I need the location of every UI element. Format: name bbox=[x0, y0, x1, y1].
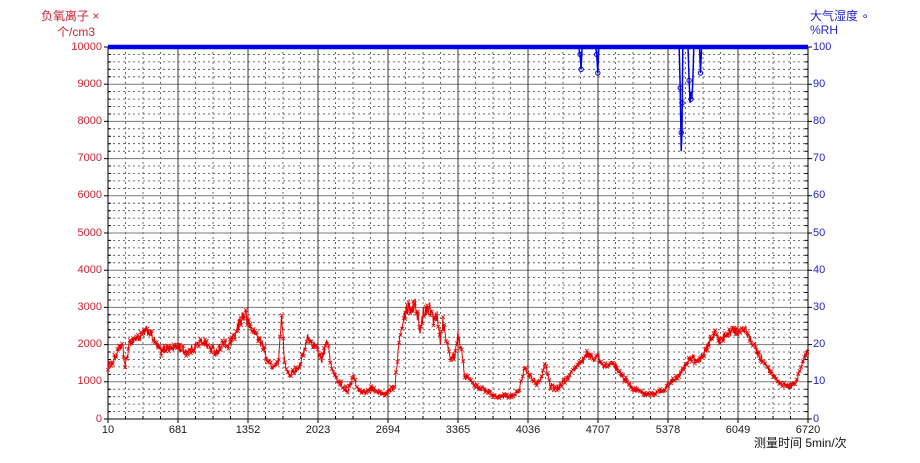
x-tick-label: 1352 bbox=[235, 424, 261, 436]
x-tick-label: 2023 bbox=[305, 424, 331, 436]
x-marker-icon: × bbox=[92, 9, 100, 23]
axis-ticks bbox=[104, 46, 812, 423]
humidity-marker bbox=[577, 51, 583, 58]
left-series-unit: 个/cm3 bbox=[57, 25, 96, 39]
humidity-marker bbox=[595, 70, 601, 76]
x-tick-label: 6049 bbox=[725, 424, 751, 436]
y-tick-label-right: 20 bbox=[813, 338, 826, 351]
y-tick-label-right: 100 bbox=[813, 40, 832, 53]
humidity-marker bbox=[686, 77, 692, 84]
y-tick-label-right: 80 bbox=[813, 114, 826, 127]
x-tick-label: 4707 bbox=[585, 424, 611, 436]
right-series-legend: 大气湿度 ∘ bbox=[810, 7, 869, 24]
humidity-marker bbox=[677, 85, 683, 91]
x-tick-label: 4036 bbox=[515, 424, 541, 436]
x-axis-caption: 测量时间 5min/次 bbox=[754, 436, 847, 450]
y-tick-label-left: 4000 bbox=[77, 263, 102, 276]
y-tick-label-left: 1000 bbox=[77, 375, 102, 388]
y-tick-label-left: 2000 bbox=[77, 338, 102, 351]
y-tick-label-left: 9000 bbox=[77, 77, 102, 90]
right-series-unit: %RH bbox=[810, 23, 839, 37]
y-tick-label-right: 70 bbox=[813, 152, 826, 165]
y-tick-label-left: 3000 bbox=[77, 300, 102, 313]
left-series-legend: 负氧离子 × bbox=[41, 7, 99, 24]
x-tick-label: 2694 bbox=[375, 424, 401, 436]
y-tick-label-right: 60 bbox=[813, 189, 826, 202]
y-tick-label-right: 50 bbox=[813, 226, 826, 239]
y-tick-label-left: 0 bbox=[95, 412, 102, 425]
humidity-marker bbox=[697, 70, 704, 76]
humidity-marker bbox=[679, 100, 685, 106]
ion-series-line bbox=[107, 298, 809, 400]
x-tick-label: 10 bbox=[101, 424, 115, 436]
y-tick-label-left: 10000 bbox=[71, 40, 102, 53]
humidity-marker bbox=[688, 96, 694, 102]
y-tick-label-left: 6000 bbox=[77, 189, 102, 202]
humidity-marker bbox=[594, 51, 600, 58]
humidity-series-line bbox=[108, 46, 808, 152]
left-series-title: 负氧离子 bbox=[41, 9, 90, 23]
y-tick-label-right: 90 bbox=[813, 77, 826, 90]
y-tick-label-left: 8000 bbox=[77, 114, 102, 127]
x-tick-label: 681 bbox=[168, 424, 188, 436]
humidity-marker bbox=[678, 129, 684, 136]
y-tick-label-right: 10 bbox=[813, 375, 826, 388]
right-series-title: 大气湿度 bbox=[810, 9, 859, 23]
major-gridlines-vertical bbox=[177, 47, 739, 419]
x-tick-label: 6720 bbox=[795, 424, 821, 436]
y-tick-label-left: 5000 bbox=[77, 226, 102, 239]
y-tick-label-right: 0 bbox=[813, 412, 820, 425]
x-tick-label: 3365 bbox=[445, 424, 471, 436]
circle-marker-icon: ∘ bbox=[861, 9, 869, 23]
y-tick-label-left: 7000 bbox=[77, 152, 102, 165]
y-tick-label-right: 40 bbox=[813, 263, 826, 276]
x-tick-label: 5378 bbox=[655, 424, 681, 436]
ion-series-markers bbox=[105, 299, 810, 401]
humidity-marker bbox=[578, 66, 584, 72]
y-tick-label-right: 30 bbox=[813, 300, 826, 313]
plot-area bbox=[104, 44, 812, 423]
